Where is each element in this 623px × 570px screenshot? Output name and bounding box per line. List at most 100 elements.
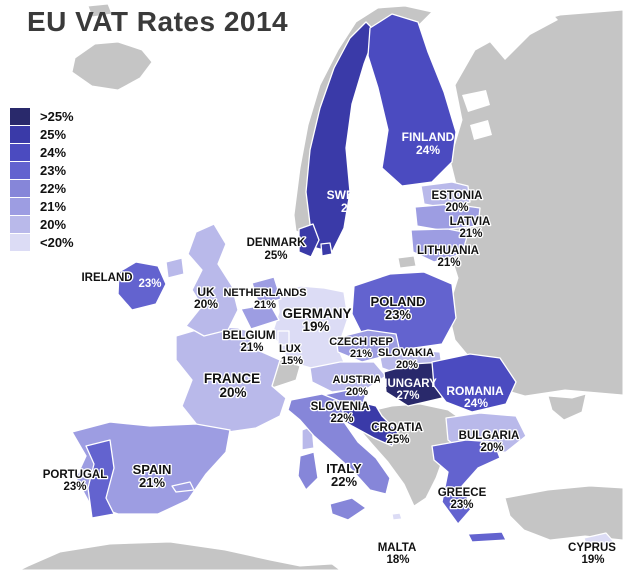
lake-ladoga [462,90,490,112]
country-rate-italy: 22% [331,474,357,489]
legend-label: 24% [40,144,67,160]
country-label-portugal: PORTUGAL [43,469,108,481]
country-label-romania: ROMANIA [446,384,504,398]
country-shape-denmark [298,223,320,258]
country-rate-slovakia: 20% [396,359,418,371]
lake-onega [470,120,492,140]
country-rate-malta: 18% [386,554,409,566]
legend-swatch [10,179,30,197]
country-rate-slovenia: 22% [330,413,353,425]
country-rate-romania: 24% [464,396,488,410]
country-label-malta: MALTA [378,542,417,554]
legend-swatch [10,143,30,161]
country-shape-greece [431,439,501,525]
country-shape-latvia [414,203,481,231]
country-rate-estonia: 20% [445,202,468,214]
country-labels: SWEDEN25%FINLAND24%DENMARK25%ESTONIA20%L… [41,130,617,567]
country-rate-latvia: 21% [459,228,482,240]
country-label-austria: AUSTRIA [333,374,382,386]
country-label-luxembourg: LUX [279,343,302,355]
faroe-landmass [87,3,113,18]
country-shape-belgium [240,303,280,330]
country-rate-belgium: 21% [240,342,263,354]
country-shape-uk [185,223,239,337]
country-label-finland: FINLAND [402,130,455,144]
country-shape-estonia [420,181,471,209]
country-shape-netherlands [251,276,282,306]
page-title: EU VAT Rates 2014 [27,6,289,37]
legend-item: 25% [10,125,74,143]
country-label-bulgaria: BULGARIA [459,430,520,442]
country-shape-poland [351,271,457,351]
eastern-europe-landmass [445,9,623,397]
country-shape-spain [171,481,195,493]
legend-swatch [10,107,30,125]
legend-label: 23% [40,162,67,178]
north-africa-landmass [19,541,341,570]
country-rate-lithuania: 21% [437,257,460,269]
legend: >25% 25% 24% 23% 22% 21% 20% <20% [10,107,74,251]
country-label-ireland: IRELAND [81,272,132,284]
country-rate-portugal: 23% [63,481,86,493]
legend-label: 22% [40,180,67,196]
legend-swatch [10,161,30,179]
country-label-slovakia: SLOVAKIA [378,347,434,359]
country-label-croatia: CROATIA [371,422,423,434]
country-rate-bulgaria: 20% [480,442,503,454]
legend-item: 20% [10,215,74,233]
country-rate-france: 20% [219,385,246,400]
country-rate-poland: 23% [385,307,411,322]
country-rate-czech: 21% [350,348,372,360]
country-label-netherlands: NETHERLANDS [223,287,306,299]
country-shape-austria [309,361,387,393]
country-label-hungary: HUNGARY [379,378,437,390]
kaliningrad-landmass [397,255,417,269]
country-shape-lithuania [410,228,469,263]
country-label-france: FRANCE [204,371,260,386]
country-label-lithuania: LITHUANIA [417,245,479,257]
country-label-belgium: BELGIUM [222,330,275,342]
country-rate-ireland: 23% [138,278,161,290]
country-label-uk: UK [197,285,215,299]
country-rate-luxembourg: 15% [281,355,303,367]
legend-swatch [10,125,30,143]
country-rate-austria: 20% [346,386,368,398]
country-shape-germany [271,285,349,371]
country-rate-uk: 20% [194,297,218,311]
country-label-germany: GERMANY [282,306,351,321]
country-label-slovenia: SLOVENIA [311,401,370,413]
country-label-poland: POLAND [371,294,426,309]
country-rate-germany: 19% [302,319,329,334]
country-shape-portugal [85,439,115,519]
country-shape-cyprus [583,532,615,550]
legend-label: 20% [40,216,67,232]
country-label-italy: ITALY [326,461,362,476]
white-sea [488,0,558,60]
legend-label: 25% [40,126,67,142]
country-rate-denmark: 25% [264,250,287,262]
country-label-denmark: DENMARK [247,237,306,249]
eu-country-shapes [71,13,615,550]
country-shape-italy [297,451,319,491]
country-rate-finland: 24% [416,143,440,157]
country-shape-romania [431,353,517,413]
legend-item: 23% [10,161,74,179]
legend-item: >25% [10,107,74,125]
legend-item: 21% [10,197,74,215]
legend-label: 21% [40,198,67,214]
country-rate-spain: 21% [139,475,165,490]
legend-swatch [10,233,30,251]
legend-label: <20% [40,234,74,250]
country-rate-hungary: 27% [396,390,419,402]
country-rate-cyprus: 19% [581,554,604,566]
legend-swatch [10,197,30,215]
country-shape-finland [367,13,457,187]
country-shape-luxembourg [277,330,290,346]
legend-item: <20% [10,233,74,251]
country-label-sweden: SWEDEN [327,188,380,202]
country-rate-greece: 23% [450,499,473,511]
legend-label: >25% [40,108,74,124]
legend-item: 24% [10,143,74,161]
iceland-landmass [71,41,153,91]
